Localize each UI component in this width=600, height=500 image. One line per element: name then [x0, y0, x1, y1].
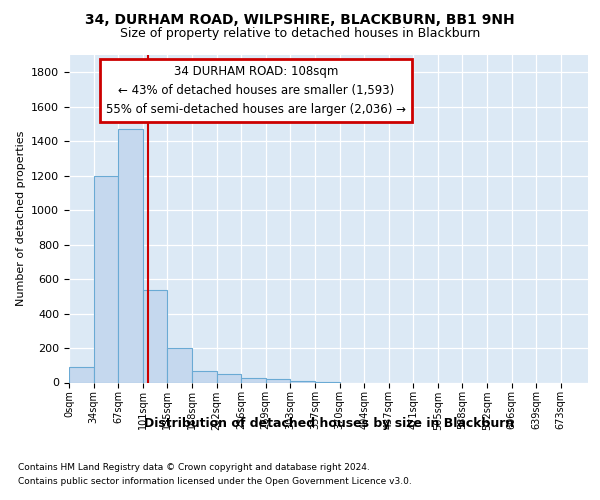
Text: Contains public sector information licensed under the Open Government Licence v3: Contains public sector information licen…: [18, 478, 412, 486]
Bar: [94, 176, 118, 382]
Bar: [217, 374, 241, 382]
Bar: [118, 129, 143, 382]
Text: Size of property relative to detached houses in Blackburn: Size of property relative to detached ho…: [120, 28, 480, 40]
Bar: [143, 290, 167, 382]
Text: Distribution of detached houses by size in Blackburn: Distribution of detached houses by size …: [143, 418, 514, 430]
Bar: [192, 372, 217, 382]
Y-axis label: Number of detached properties: Number of detached properties: [16, 131, 26, 306]
Bar: [290, 381, 315, 382]
Text: Contains HM Land Registry data © Crown copyright and database right 2024.: Contains HM Land Registry data © Crown c…: [18, 462, 370, 471]
Bar: [266, 379, 290, 382]
Bar: [241, 378, 266, 382]
Text: 34 DURHAM ROAD: 108sqm
← 43% of detached houses are smaller (1,593)
55% of semi-: 34 DURHAM ROAD: 108sqm ← 43% of detached…: [106, 65, 406, 116]
Bar: [69, 367, 94, 382]
Text: 34, DURHAM ROAD, WILPSHIRE, BLACKBURN, BB1 9NH: 34, DURHAM ROAD, WILPSHIRE, BLACKBURN, B…: [85, 12, 515, 26]
Bar: [167, 348, 192, 382]
